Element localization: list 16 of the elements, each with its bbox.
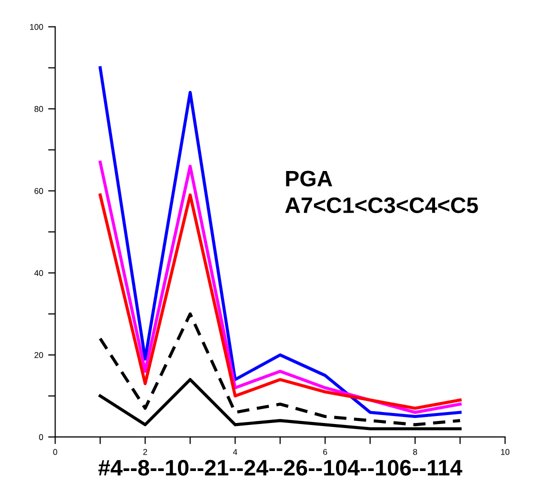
x-axis-title: #4--8--10--21--24--26--104--106--114: [98, 460, 462, 476]
x-tick-label: 0: [53, 449, 58, 455]
x-tick-label: 4: [233, 449, 238, 455]
annotation: PGA: [286, 170, 332, 186]
y-tick-label: 40: [34, 270, 44, 276]
line-series: [98, 312, 462, 426]
x-tick-label: 10: [501, 449, 510, 455]
y-tick-label: 20: [34, 352, 44, 358]
x-tick-label: 6: [323, 449, 328, 455]
y-tick-label: 100: [30, 24, 44, 30]
annotation: A7<C1<C3<C4<C5: [285, 197, 478, 214]
y-tick-label: 60: [34, 188, 44, 194]
x-tick-label: 8: [413, 449, 418, 455]
y-tick-label: 0: [39, 434, 44, 440]
x-tick-label: 2: [143, 449, 148, 455]
y-tick-label: 80: [34, 106, 44, 112]
